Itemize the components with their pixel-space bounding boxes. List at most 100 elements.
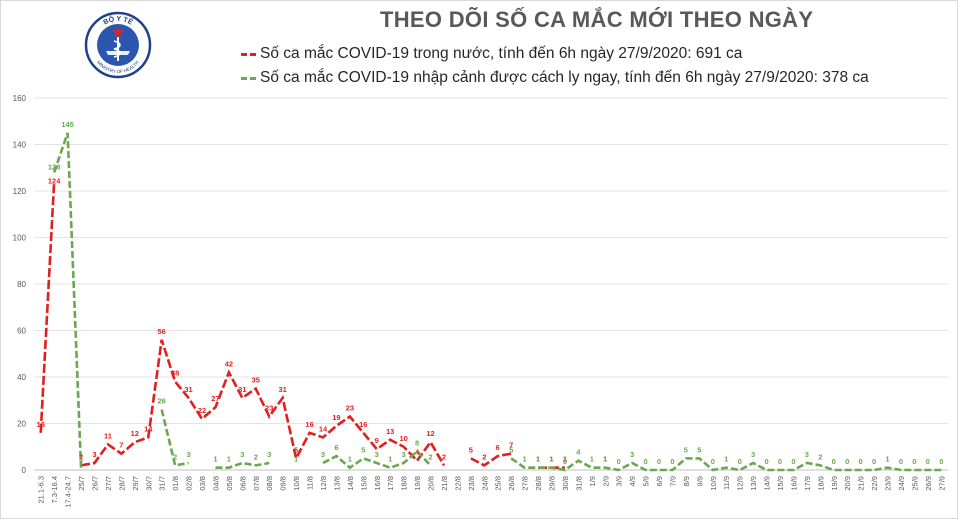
x-tick-label: 16/9 xyxy=(789,476,798,491)
imported-data-label: 4 xyxy=(576,448,581,457)
x-tick-label: 28/7 xyxy=(117,476,126,491)
ministry-of-health-logo: BỘ Y TẾ MINISTRY OF HEALTH xyxy=(84,11,152,79)
imported-data-label: 3 xyxy=(805,450,809,459)
x-tick-label: 15/8 xyxy=(359,476,368,491)
imported-data-label: 0 xyxy=(926,457,930,466)
chart-title: THEO DÕI SỐ CA MẮC MỚI THEO NGÀY xyxy=(380,7,814,32)
x-tick-label: 27/7 xyxy=(104,476,113,491)
domestic-data-label: 27 xyxy=(211,394,219,403)
x-tick-label: 01/8 xyxy=(171,476,180,491)
imported-data-label: 3 xyxy=(321,450,325,459)
imported-data-label: 2 xyxy=(818,452,822,461)
imported-data-label: 0 xyxy=(845,457,849,466)
domestic-data-label: 42 xyxy=(225,359,233,368)
x-tick-label: 15/9 xyxy=(776,476,785,491)
domestic-data-label: 2 xyxy=(482,452,486,461)
imported-data-label: 26 xyxy=(158,397,166,406)
imported-series-line xyxy=(52,132,83,468)
x-tick-label: 22/8 xyxy=(453,476,462,491)
y-tick-label: 80 xyxy=(17,280,26,289)
domestic-data-label: 5 xyxy=(294,445,298,454)
x-tick-label: 27/8 xyxy=(521,476,530,491)
imported-data-label: 0 xyxy=(899,457,903,466)
x-tick-label: 16/8 xyxy=(373,476,382,491)
x-tick-label: 25/7 xyxy=(77,476,86,491)
x-tick-label: 08/8 xyxy=(265,476,274,491)
legend-swatch-imported xyxy=(238,68,260,88)
domestic-data-label: 31 xyxy=(184,385,192,394)
x-tick-label: 14/9 xyxy=(763,476,772,491)
domestic-data-label: 12 xyxy=(426,429,434,438)
domestic-data-label: 22 xyxy=(198,406,206,415)
x-tick-label: 9/9 xyxy=(695,476,704,486)
x-tick-label: 06/8 xyxy=(238,476,247,491)
x-tick-label: 07/8 xyxy=(252,476,261,491)
x-tick-label: 26/9 xyxy=(924,476,933,491)
x-tick-label: 1/9 xyxy=(588,476,597,486)
domestic-data-label: 14 xyxy=(144,424,153,433)
imported-data-label: 0 xyxy=(643,457,647,466)
domestic-data-label: 23 xyxy=(346,404,354,413)
x-tick-label: 05/8 xyxy=(225,476,234,491)
domestic-data-label: 1 xyxy=(536,455,540,464)
x-tick-label: 7.3-16.4 xyxy=(50,476,59,504)
imported-data-label: 2 xyxy=(254,452,258,461)
x-tick-label: 11/8 xyxy=(306,476,315,490)
domestic-series-line xyxy=(80,339,446,467)
imported-data-label: 1 xyxy=(549,455,553,464)
imported-series-line xyxy=(215,461,270,469)
imported-data-label: 0 xyxy=(859,457,863,466)
imported-data-label: 0 xyxy=(563,457,567,466)
imported-data-label: 1 xyxy=(724,455,728,464)
y-tick-label: 100 xyxy=(13,234,27,243)
imported-data-label: 0 xyxy=(670,457,674,466)
domestic-data-label: 16 xyxy=(37,420,45,429)
x-tick-label: 5/9 xyxy=(642,476,651,486)
imported-data-label: 3 xyxy=(240,450,244,459)
imported-data-label: 3 xyxy=(751,450,755,459)
x-tick-label: 30/8 xyxy=(561,476,570,491)
domestic-data-label: 124 xyxy=(48,177,61,186)
imported-data-label: 3 xyxy=(186,450,190,459)
y-tick-label: 120 xyxy=(13,187,27,196)
x-tick-label: 24/9 xyxy=(897,476,906,491)
y-tick-label: 140 xyxy=(13,141,27,150)
domestic-data-label: 16 xyxy=(305,420,313,429)
imported-data-label: 5 xyxy=(684,445,688,454)
x-tick-label: 28/8 xyxy=(534,476,543,491)
x-tick-label: 18/9 xyxy=(816,476,825,491)
domestic-data-label: 10 xyxy=(399,434,407,443)
x-tick-label: 17/9 xyxy=(803,476,812,491)
imported-data-label: 0 xyxy=(764,457,768,466)
x-tick-label: 20/8 xyxy=(427,476,436,491)
x-tick-label: 21/8 xyxy=(440,476,449,491)
imported-data-label: 1 xyxy=(536,455,540,464)
imported-data-label: 1 xyxy=(590,455,594,464)
x-tick-label: 21/9 xyxy=(857,476,866,491)
domestic-series-line xyxy=(39,181,56,433)
imported-data-label: 0 xyxy=(912,457,916,466)
imported-data-label: 3 xyxy=(375,450,379,459)
domestic-data-label: 11 xyxy=(104,431,112,440)
legend-label-imported: Số ca mắc COVID-19 nhập cảnh được cách l… xyxy=(260,69,869,86)
imported-data-label: 3 xyxy=(402,450,406,459)
imported-data-label: 145 xyxy=(61,120,74,129)
domestic-series-line xyxy=(470,452,512,467)
imported-data-label: 128 xyxy=(48,162,61,171)
domestic-data-label: 4 xyxy=(415,448,420,457)
y-tick-label: 40 xyxy=(17,373,26,382)
x-tick-label: 2/9 xyxy=(601,476,610,486)
domestic-data-label: 31 xyxy=(238,385,246,394)
x-tick-label: 26/8 xyxy=(507,476,516,491)
x-tick-label: 12/9 xyxy=(736,476,745,491)
x-tick-label: 09/8 xyxy=(279,476,288,491)
x-tick-label: 30/7 xyxy=(144,476,153,491)
imported-data-label: 2 xyxy=(173,452,177,461)
x-tick-label: 29/7 xyxy=(131,476,140,491)
imported-data-label: 0 xyxy=(939,457,943,466)
y-tick-label: 20 xyxy=(17,420,26,429)
imported-data-label: 1 xyxy=(227,455,231,464)
imported-data-label: 3 xyxy=(630,450,634,459)
